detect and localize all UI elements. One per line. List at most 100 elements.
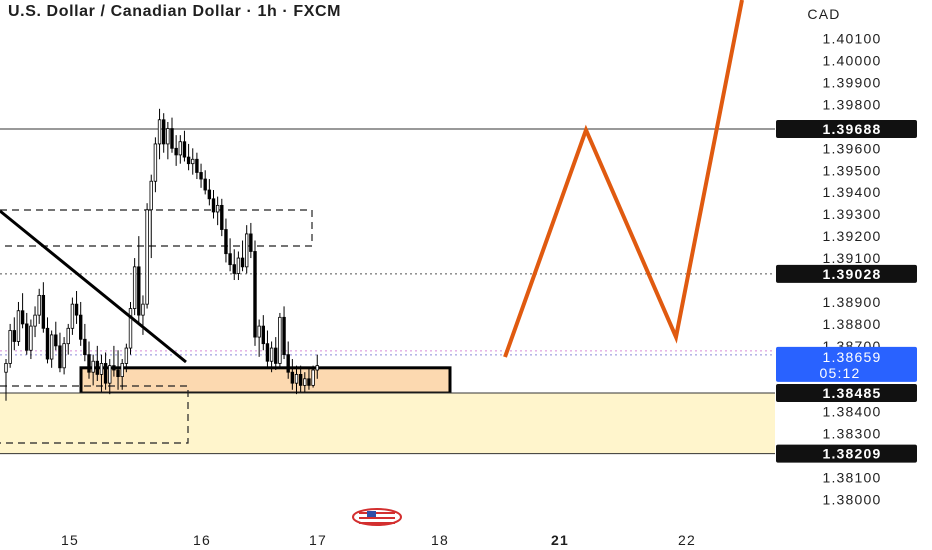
candle[interactable] [265, 330, 270, 368]
candle[interactable] [286, 341, 290, 379]
candle[interactable] [307, 367, 311, 390]
candle[interactable] [25, 312, 29, 355]
candle[interactable] [62, 337, 66, 375]
candle[interactable] [303, 372, 307, 392]
candle[interactable] [16, 301, 21, 346]
candle[interactable] [112, 345, 116, 377]
candle-body-bear [211, 198, 216, 213]
price-tick-label: 1.39400 [822, 184, 881, 200]
candle[interactable] [161, 113, 166, 153]
candle[interactable] [49, 330, 54, 368]
candle[interactable] [178, 135, 182, 164]
candle[interactable] [8, 323, 12, 368]
candle-body-bear [286, 354, 290, 373]
candle[interactable] [99, 354, 104, 392]
candle[interactable] [182, 130, 187, 162]
candle[interactable] [236, 251, 241, 281]
candle-body-bear [83, 338, 87, 356]
candle[interactable] [116, 350, 120, 390]
candle[interactable] [191, 148, 195, 175]
candle[interactable] [166, 121, 170, 160]
candle-body-bull [66, 327, 70, 345]
candle[interactable] [211, 190, 216, 219]
candle[interactable] [108, 359, 112, 395]
candle[interactable] [290, 359, 295, 390]
candle[interactable] [58, 332, 62, 373]
candle[interactable] [87, 341, 91, 379]
candle-body-bear [224, 229, 228, 255]
candle[interactable] [257, 319, 261, 357]
candle[interactable] [137, 236, 141, 324]
price-tick-label: 1.38000 [822, 492, 881, 508]
candle[interactable] [4, 359, 8, 401]
candle-body-bull [108, 365, 112, 384]
candle[interactable] [54, 321, 58, 351]
candle-body-bear [265, 343, 270, 362]
candle[interactable] [132, 258, 137, 316]
candle[interactable] [278, 312, 282, 368]
tag-bg [776, 444, 917, 463]
candle[interactable] [124, 343, 129, 373]
zones-layer [0, 366, 775, 454]
candle[interactable] [20, 293, 25, 329]
candle[interactable] [207, 179, 212, 206]
candle[interactable] [244, 225, 249, 274]
candle[interactable] [95, 345, 99, 381]
candle[interactable] [45, 317, 50, 364]
candle[interactable] [195, 152, 199, 180]
candle[interactable] [41, 282, 46, 333]
candle[interactable] [298, 365, 303, 392]
candle[interactable] [269, 341, 274, 373]
candle[interactable] [203, 170, 207, 195]
candle[interactable] [240, 240, 245, 272]
candle[interactable] [66, 323, 70, 355]
candle[interactable] [315, 354, 319, 379]
candle[interactable] [120, 359, 124, 390]
candle[interactable] [83, 323, 87, 362]
candle[interactable] [103, 352, 108, 390]
candle-body-bear [41, 294, 46, 329]
candle[interactable] [174, 135, 178, 166]
price-tick-label: 1.38300 [822, 426, 881, 442]
candle-body-bull [215, 204, 220, 213]
candle[interactable] [91, 354, 95, 386]
candle[interactable] [249, 222, 253, 259]
candle[interactable] [70, 297, 75, 335]
candle[interactable] [149, 174, 153, 259]
candle[interactable] [128, 301, 133, 355]
candle[interactable] [145, 203, 149, 309]
time-axis[interactable]: 15 16 17 18 21 22 [61, 532, 696, 548]
candle[interactable] [199, 163, 203, 188]
candle[interactable] [170, 117, 174, 153]
candle[interactable] [186, 143, 191, 171]
candle[interactable] [79, 301, 83, 346]
candle[interactable] [224, 218, 228, 263]
candle[interactable] [33, 306, 37, 338]
candle[interactable] [220, 198, 224, 237]
candle-body-bull [157, 119, 162, 145]
candle[interactable] [282, 306, 286, 360]
candle-body-bear [74, 303, 79, 316]
candle[interactable] [228, 238, 232, 272]
candle[interactable] [74, 290, 79, 324]
candle-body-bear [170, 128, 174, 149]
candle[interactable] [311, 365, 315, 388]
candle-body-bear [249, 233, 253, 252]
candle-body-bull [4, 363, 8, 373]
candle[interactable] [29, 319, 33, 360]
candle-body-bear [25, 323, 29, 351]
candle[interactable] [232, 249, 236, 281]
candle[interactable] [153, 137, 158, 193]
candle[interactable] [274, 337, 278, 371]
candle[interactable] [261, 315, 265, 351]
candle[interactable] [12, 317, 16, 351]
candle[interactable] [215, 196, 220, 226]
candle[interactable] [157, 108, 162, 160]
candle-body-bull [120, 363, 124, 377]
candle[interactable] [253, 240, 257, 346]
candle[interactable] [294, 365, 299, 395]
candles-layer[interactable] [4, 108, 319, 401]
candle[interactable] [37, 288, 41, 324]
candle-body-bear [174, 147, 178, 156]
